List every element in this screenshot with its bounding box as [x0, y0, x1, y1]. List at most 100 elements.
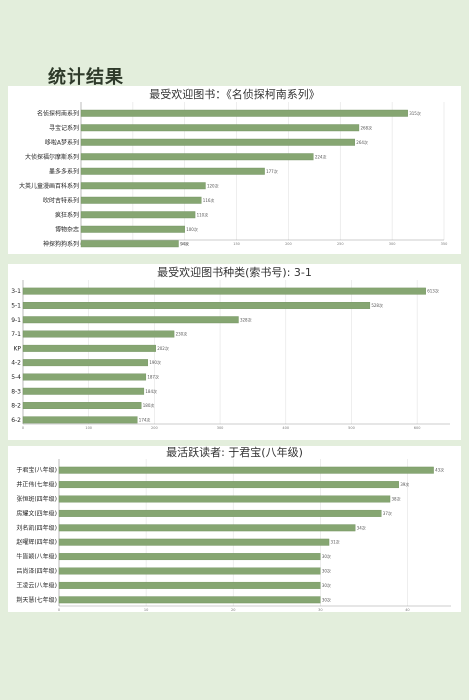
bar — [58, 538, 330, 546]
bar — [22, 287, 426, 295]
bar — [22, 373, 147, 381]
x-tick-label: 250 — [337, 242, 344, 246]
bar — [58, 495, 391, 503]
x-tick-label: 30 — [318, 608, 322, 612]
value-label: 328次 — [240, 316, 252, 322]
category-label: 疯狂系列 — [55, 211, 79, 219]
value-label: 528次 — [371, 302, 383, 308]
bar — [80, 240, 179, 248]
bar — [22, 359, 149, 367]
x-tick-label: 40 — [405, 608, 409, 612]
value-label: 230次 — [176, 331, 188, 337]
category-label: 大英儿童漫画百科系列 — [19, 182, 79, 190]
value-label: 37次 — [383, 510, 392, 516]
chart-panel-popular-categories: 最受欢迎图书种类(索书号): 3-1 0 100 200 300 400 500 600 3-1… — [8, 264, 461, 440]
value-label: 187次 — [147, 373, 159, 379]
chart-panel-active-readers: 最活跃读者: 于君宝(八年级) 0 10 20 30 40 于君宝(八年级) 43次井正伟(七… — [8, 446, 461, 612]
bar — [58, 553, 321, 561]
value-label: 30次 — [322, 596, 331, 602]
bar — [58, 466, 434, 474]
bar — [22, 344, 156, 352]
bar — [80, 196, 202, 204]
value-label: 43次 — [435, 467, 444, 473]
value-label: 174次 — [139, 416, 151, 422]
bar — [80, 124, 360, 132]
value-label: 38次 — [392, 496, 401, 502]
chart-panel-popular-books: 最受欢迎图书：《名侦探柯南系列》050100150200250300350名侦探… — [8, 86, 461, 254]
category-label: 神探狗狗系列 — [43, 240, 79, 248]
chart-title: 最活跃读者: 于君宝(八年级) — [166, 446, 303, 459]
category-label: 刘名凯(四年级) — [16, 524, 57, 532]
value-label: 31次 — [331, 539, 340, 545]
value-label: 315次 — [409, 110, 421, 116]
category-label: 赵曜辉(四年级) — [16, 538, 57, 546]
category-label: 8-2 — [11, 403, 21, 410]
bar — [22, 402, 142, 410]
value-label: 30次 — [322, 553, 331, 559]
chart-title: 最受欢迎图书种类(索书号): 3-1 — [157, 265, 312, 279]
bar — [80, 109, 408, 117]
category-label: 吕尚泽(四年级) — [16, 567, 57, 575]
value-label: 202次 — [157, 345, 169, 351]
category-label: 于君宝(八年级) — [16, 466, 57, 474]
value-label: 268次 — [360, 124, 372, 130]
x-tick-label: 0 — [58, 608, 60, 612]
page-title: 统计结果 — [48, 67, 124, 88]
bar — [22, 316, 239, 324]
bar — [80, 153, 314, 161]
value-label: 224次 — [315, 153, 327, 159]
bar — [22, 387, 145, 395]
category-label: 哆啦A梦系列 — [45, 138, 79, 146]
x-tick-label: 10 — [144, 608, 148, 612]
category-label: 9-1 — [11, 317, 21, 324]
chart-title: 最受欢迎图书：《名侦探柯南系列》 — [149, 87, 320, 101]
value-label: 264次 — [356, 139, 368, 145]
bar — [58, 509, 382, 517]
value-label: 120次 — [207, 182, 219, 188]
bar — [58, 481, 399, 489]
category-label: 博物杂志 — [55, 225, 79, 233]
x-tick-label: 500 — [348, 426, 355, 430]
value-label: 39次 — [400, 481, 409, 487]
value-label: 180次 — [143, 402, 155, 408]
bar — [22, 302, 371, 309]
category-label: 5-1 — [11, 302, 21, 309]
value-label: 177次 — [266, 168, 278, 174]
value-label: 110次 — [197, 211, 209, 217]
category-label: 墨多多系列 — [49, 167, 79, 175]
category-label: 5-4 — [11, 374, 21, 381]
value-label: 116次 — [203, 197, 215, 203]
x-tick-label: 300 — [217, 426, 224, 430]
value-label: 190次 — [149, 359, 161, 365]
category-label: 牛皆颖(八年级) — [16, 553, 57, 561]
bar — [58, 581, 321, 589]
bar — [80, 225, 185, 233]
category-label: 6-2 — [11, 417, 21, 424]
category-label: 8-3 — [11, 388, 21, 395]
category-label: 4-2 — [11, 360, 21, 367]
bar — [58, 567, 321, 575]
x-tick-label: 20 — [231, 608, 235, 612]
bar — [58, 524, 356, 532]
category-label: 房耀文(四年级) — [16, 509, 57, 517]
bar — [80, 138, 356, 146]
x-tick-label: 0 — [22, 426, 24, 430]
bar — [58, 596, 321, 604]
value-label: 94次 — [180, 240, 189, 246]
category-label: 荆天慧(七年级) — [16, 596, 57, 604]
category-label: 3-1 — [11, 288, 21, 295]
category-label: 吹时吉特系列 — [43, 196, 79, 204]
bar — [80, 167, 265, 175]
category-label: 井正伟(七年级) — [16, 481, 57, 489]
category-label: 寻宝记系列 — [49, 124, 79, 132]
category-label: 7-1 — [11, 331, 21, 338]
x-tick-label: 100 — [181, 242, 188, 246]
bar — [22, 416, 138, 424]
x-tick-label: 150 — [233, 242, 240, 246]
value-label: 613次 — [427, 288, 439, 294]
value-label: 184次 — [145, 388, 157, 394]
value-label: 30次 — [322, 582, 331, 588]
x-tick-label: 300 — [389, 242, 396, 246]
value-label: 34次 — [357, 524, 366, 530]
x-tick-label: 400 — [282, 426, 289, 430]
